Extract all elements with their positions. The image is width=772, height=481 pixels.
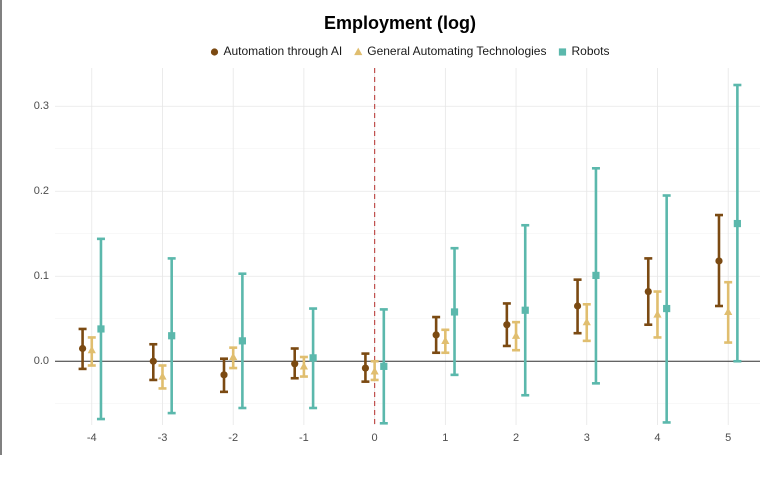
legend-item: Automation through AI (210, 44, 342, 58)
point (210, 48, 219, 56)
point (87, 345, 96, 354)
point (432, 331, 440, 339)
legend-label: Robots (571, 44, 609, 58)
point (592, 271, 600, 279)
point (511, 331, 521, 339)
x-tick-label: -1 (299, 432, 309, 444)
x-tick-label: -2 (228, 432, 238, 444)
point (299, 361, 309, 370)
point (309, 354, 317, 362)
point (168, 332, 176, 340)
point (370, 367, 379, 375)
point (441, 336, 450, 344)
x-tick-label: 5 (725, 432, 731, 444)
legend-label: General Automating Technologies (367, 44, 546, 58)
chart-title: Employment (log) (324, 13, 476, 33)
point (354, 47, 363, 56)
x-tick-label: -3 (158, 432, 168, 444)
point (97, 325, 105, 333)
y-tick-label: 0.0 (34, 355, 49, 367)
point (733, 219, 741, 228)
x-tick-label: 1 (442, 432, 448, 444)
point (644, 287, 652, 296)
point (220, 371, 228, 379)
y-tick-label: 0.3 (34, 100, 49, 112)
point (229, 352, 238, 361)
y-tick-label: 0.2 (34, 185, 49, 197)
point (724, 307, 733, 316)
point (503, 321, 511, 329)
point (450, 308, 459, 316)
point (238, 337, 246, 345)
point (149, 357, 157, 365)
point (291, 360, 299, 368)
legend: Automation through AI General Automating … (210, 44, 610, 58)
legend-item: General Automating Technologies (354, 44, 546, 58)
y-tick-label: 0.1 (34, 270, 49, 282)
point (653, 310, 662, 318)
point (663, 304, 671, 313)
point (380, 362, 388, 370)
x-tick-label: 2 (513, 432, 519, 444)
x-tick-label: 3 (584, 432, 590, 444)
point (78, 344, 87, 353)
point (558, 48, 567, 56)
point (361, 364, 370, 372)
legend-label: Automation through AI (223, 44, 342, 58)
x-tick-label: 4 (654, 432, 660, 444)
x-tick-label: 0 (372, 432, 378, 444)
point (582, 317, 591, 326)
legend-item: Robots (558, 44, 610, 58)
point (158, 372, 167, 380)
point (715, 257, 723, 265)
point (573, 302, 582, 310)
x-tick-label: -4 (87, 432, 97, 444)
marks (78, 83, 742, 425)
point (521, 306, 529, 314)
grid: 0.0 0.1 0.2 0.3 -4 -3 -2 -1 0 1 2 3 4 5 (34, 68, 760, 444)
